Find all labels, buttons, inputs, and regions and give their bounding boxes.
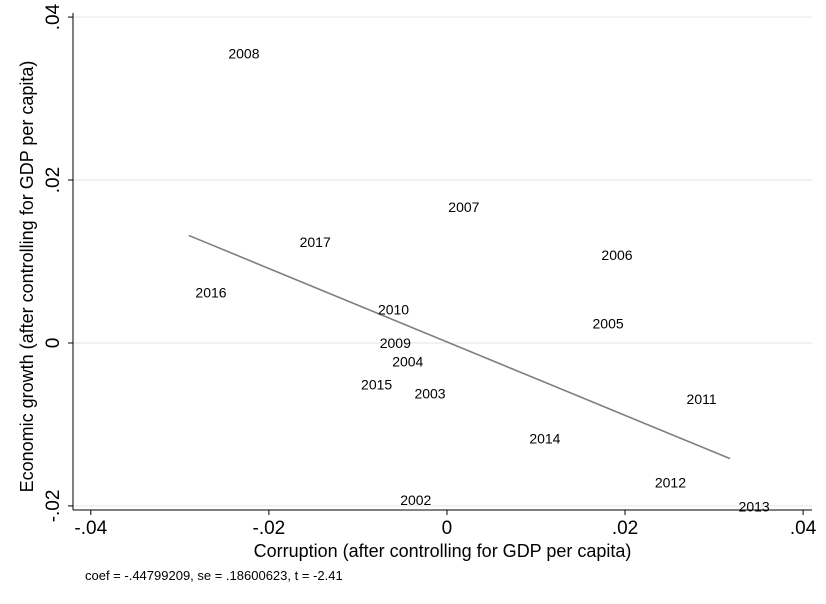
x-tick-label: .02 — [612, 518, 638, 539]
y-tick-label: 0 — [43, 338, 64, 349]
point-label-2011: 2011 — [687, 391, 717, 407]
y-tick-label: .04 — [43, 3, 64, 30]
data-points: 2002 2003 2004 2005 2006 2007 2008 2009 2010 2011… — [195, 46, 769, 515]
point-label-2014: 2014 — [529, 430, 560, 446]
x-tick-label: 0 — [442, 518, 453, 539]
y-axis-title: Economic growth (after controlling for G… — [17, 61, 37, 493]
x-axis-title: Corruption (after controlling for GDP pe… — [254, 541, 632, 561]
point-label-2007: 2007 — [448, 199, 479, 215]
point-label-2006: 2006 — [601, 247, 632, 263]
x-tick-label: -.04 — [74, 518, 107, 539]
fit-line — [188, 234, 731, 460]
fit-line-group — [188, 234, 731, 460]
point-label-2010: 2010 — [378, 302, 409, 318]
point-label-2004: 2004 — [392, 354, 423, 370]
point-label-2002: 2002 — [400, 492, 431, 508]
y-tick-label: -.02 — [43, 490, 64, 523]
point-label-2008: 2008 — [228, 46, 259, 62]
x-tick-label: -.02 — [253, 518, 286, 539]
axes: -.02 0 .02 .04 -.04 -.02 0 .02 .04 — [43, 3, 817, 539]
point-label-2016: 2016 — [195, 284, 226, 300]
y-tick-label: .02 — [43, 167, 64, 193]
point-label-2012: 2012 — [655, 474, 686, 490]
point-label-2015: 2015 — [361, 377, 392, 393]
point-label-2013: 2013 — [739, 499, 770, 515]
regression-note: coef = -.44799209, se = .18600623, t = -… — [85, 568, 343, 583]
point-label-2017: 2017 — [300, 234, 331, 250]
point-label-2005: 2005 — [593, 315, 624, 331]
x-tick-label: .04 — [790, 518, 817, 539]
gridlines — [73, 16, 812, 507]
point-label-2003: 2003 — [414, 385, 445, 401]
point-label-2009: 2009 — [380, 335, 411, 351]
